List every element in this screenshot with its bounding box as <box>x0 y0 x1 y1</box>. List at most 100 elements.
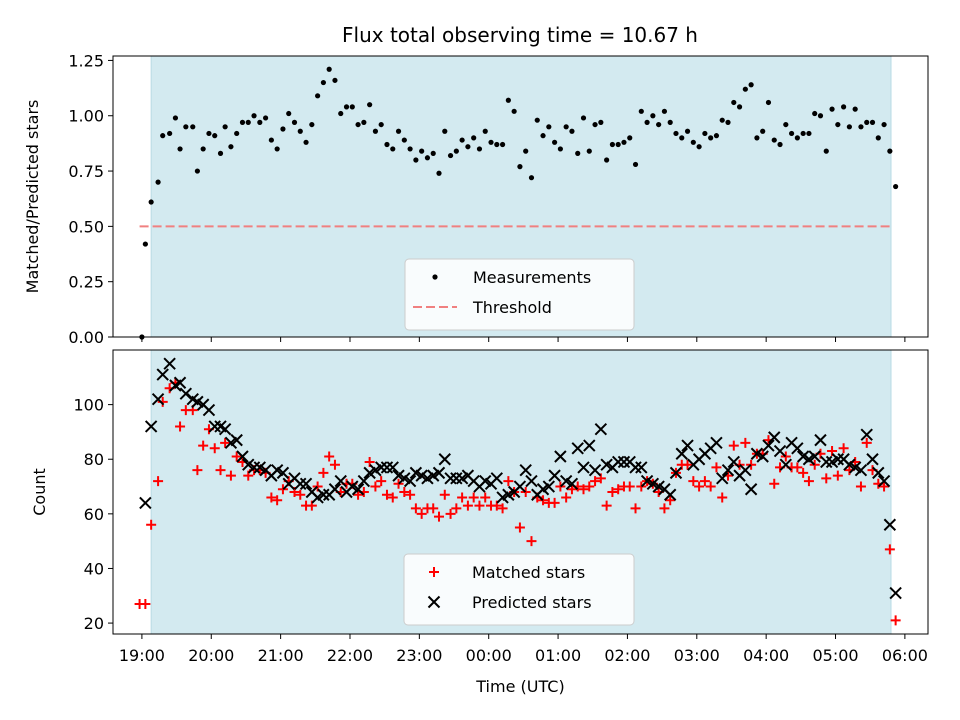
matched-star-point <box>434 511 444 522</box>
predicted-star-point <box>872 466 885 480</box>
matched-star-point <box>792 462 803 473</box>
matched-star-point <box>462 500 473 511</box>
y-tick-label: 1.25 <box>68 51 104 70</box>
x-axis-label: Time (UTC) <box>475 677 564 696</box>
measurement-point <box>777 141 783 148</box>
measurement-point <box>326 66 332 72</box>
y-tick-label: 0.25 <box>68 273 104 292</box>
matched-star-point <box>809 459 820 470</box>
measurement-point <box>841 104 847 110</box>
matched-star-point <box>803 476 814 487</box>
measurement-point <box>846 124 852 130</box>
matched-star-point <box>295 489 306 500</box>
measurement-point <box>546 124 552 130</box>
predicted-star-point <box>565 477 579 491</box>
measurement-point <box>234 130 240 137</box>
matched-star-point <box>451 503 462 514</box>
matched-star-point <box>198 440 209 451</box>
matched-star-point <box>578 484 589 495</box>
matched-star-point <box>624 481 635 492</box>
measurement-point <box>280 126 286 132</box>
predicted-star-point <box>681 439 694 452</box>
measurement-point <box>817 113 824 119</box>
legend-label: Measurements <box>473 268 591 287</box>
predicted-star-point <box>230 433 243 447</box>
measurement-point <box>407 146 413 152</box>
measurement-point <box>401 137 407 143</box>
measurement-point <box>142 241 148 247</box>
measurement-point <box>627 135 633 141</box>
measurement-point <box>476 146 483 152</box>
predicted-star-point <box>814 433 827 447</box>
measurement-point <box>615 141 621 148</box>
matched-star-point <box>272 495 283 506</box>
predicted-star-point <box>773 444 787 458</box>
measurement-point <box>442 128 448 134</box>
predicted-star-point <box>525 474 538 488</box>
matched-star-point <box>428 503 439 514</box>
matched-star-point <box>231 451 242 462</box>
measurement-point <box>783 121 789 128</box>
measurement-point <box>806 130 812 137</box>
measurement-point <box>621 139 627 145</box>
matched-star-point <box>711 462 722 473</box>
matched-star-point <box>798 467 809 478</box>
x-tick-label: 00:00 <box>466 646 512 665</box>
matched-star-point <box>740 437 751 448</box>
predicted-star-point <box>144 420 158 433</box>
y-axis-label: Count <box>30 468 49 516</box>
x-tick-label: 23:00 <box>396 646 442 665</box>
measurement-point <box>736 104 743 110</box>
legend-label: Matched stars <box>472 563 585 582</box>
matched-star-point <box>381 489 392 500</box>
measurement-point <box>206 130 212 137</box>
predicted-star-point <box>202 403 216 417</box>
predicted-star-point <box>635 461 648 474</box>
legend-label: Threshold <box>472 298 552 317</box>
measurement-point <box>177 146 183 152</box>
measurement-point <box>858 124 864 130</box>
predicted-star-point <box>583 439 596 452</box>
matched-star-point <box>445 508 456 519</box>
measurement-point <box>523 148 529 154</box>
legend: Matched stars Predicted stars <box>403 553 635 626</box>
measurement-point <box>395 128 402 134</box>
measurement-point <box>580 115 587 121</box>
bottom-panel: 20 40 60 80 100 19:00 20:00 21:00 22:00 23:00 00:0… <box>30 349 929 696</box>
x-tick-label: 21:00 <box>258 646 304 665</box>
matched-star-point <box>555 481 566 492</box>
matched-star-point <box>607 487 618 497</box>
measurement-point <box>667 119 673 125</box>
axes-frame <box>112 55 929 338</box>
measurement-point <box>332 77 338 83</box>
measurement-point <box>557 146 563 152</box>
predicted-star-point <box>716 472 729 485</box>
measurement-point <box>367 102 373 108</box>
matched-star-point <box>329 459 340 470</box>
matched-star-point <box>277 484 288 495</box>
predicted-star-point <box>450 472 463 485</box>
matched-star-point <box>884 544 895 555</box>
measurement-point <box>355 121 361 128</box>
measurement-point <box>228 144 234 150</box>
x-tick-label: 03:00 <box>674 646 720 665</box>
matched-star-point <box>376 476 387 487</box>
matched-star-point <box>225 470 236 481</box>
predicted-star-point <box>386 461 399 474</box>
y-tick-label: 1.00 <box>68 107 104 126</box>
measurement-point <box>794 135 800 141</box>
measurement-point <box>788 130 795 137</box>
figure-title: Flux total observing time = 10.67 h <box>342 23 698 47</box>
matched-star-point <box>636 481 647 492</box>
matched-star-point <box>682 459 693 470</box>
measurement-point <box>372 128 379 134</box>
predicted-star-point <box>710 436 723 450</box>
y-tick-label: 20 <box>84 614 104 633</box>
measurement-point <box>517 164 523 170</box>
matched-star-point <box>694 481 705 492</box>
legend-label: Predicted stars <box>472 593 592 612</box>
measurement-point <box>632 161 639 168</box>
matched-star-point <box>405 489 416 500</box>
predicted-star-point <box>768 431 781 444</box>
